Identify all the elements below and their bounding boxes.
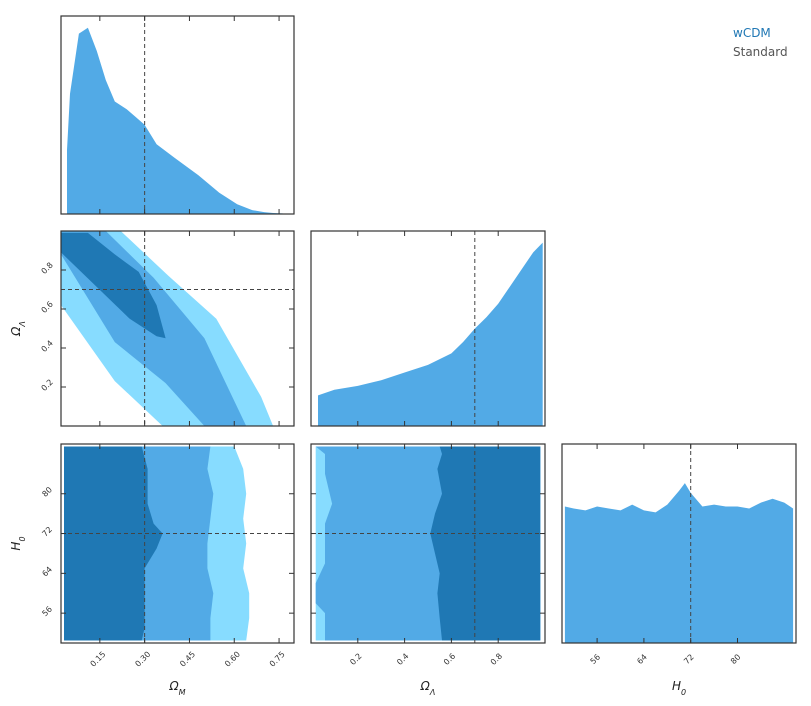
x-axis-label-omega_m: ΩM <box>168 679 185 697</box>
contour-level-1 <box>64 446 163 641</box>
marginal-h0 <box>564 483 794 643</box>
marginal-omega_l <box>318 242 543 426</box>
panel-frame <box>310 443 546 644</box>
y-tick-label: 80 <box>40 485 54 499</box>
y-tick-label: 0.4 <box>40 339 55 354</box>
y-tick-label: 64 <box>40 565 54 579</box>
contour-level-1 <box>430 446 541 641</box>
panel-frame <box>60 15 295 215</box>
panel-omega_m-h0 <box>64 446 250 641</box>
legend-entry-standard: Standard <box>733 45 788 59</box>
panel-frame <box>561 443 797 644</box>
marginal-omega_m <box>67 27 288 214</box>
marginal-area-omega_l <box>318 242 543 426</box>
x-tick-label: 72 <box>682 652 696 666</box>
x-tick-label: 0.75 <box>268 650 287 669</box>
y-tick-label: 0.6 <box>40 300 55 315</box>
x-tick-label: 0.45 <box>178 650 197 669</box>
panel-omega_m-omega_l <box>61 231 274 426</box>
y-tick-label: 0.8 <box>40 261 55 276</box>
legend-entry-wcdm: wCDM <box>733 26 771 40</box>
y-tick-label: 0.2 <box>40 378 55 393</box>
panel-frame <box>60 230 295 427</box>
y-axis-label-h0: H0 <box>9 536 27 550</box>
panel-frame <box>60 443 295 644</box>
marginal-area-h0 <box>564 483 794 643</box>
x-tick-label: 0.30 <box>133 650 152 669</box>
y-tick-label: 56 <box>40 605 54 619</box>
panel-frame <box>310 230 546 427</box>
x-tick-label: 0.60 <box>223 650 242 669</box>
y-axis-label-omega_l: ΩΛ <box>9 321 27 337</box>
x-tick-label: 0.6 <box>442 652 457 667</box>
x-axis-label-h0: H0 <box>672 679 686 697</box>
x-tick-label: 64 <box>635 652 649 666</box>
x-tick-label: 0.4 <box>395 652 410 667</box>
y-tick-label: 72 <box>40 525 54 539</box>
panel-omega_l-h0 <box>315 446 541 641</box>
x-tick-label: 0.8 <box>489 652 504 667</box>
x-tick-label: 80 <box>729 652 743 666</box>
x-tick-label: 56 <box>589 652 603 666</box>
marginal-area-omega_m <box>67 27 288 214</box>
contour-level-1 <box>61 232 166 339</box>
x-axis-label-omega_l: ΩΛ <box>420 679 436 697</box>
x-tick-label: 0.2 <box>348 652 363 667</box>
legend: wCDM Standard <box>733 24 788 62</box>
x-tick-label: 0.15 <box>89 650 108 669</box>
